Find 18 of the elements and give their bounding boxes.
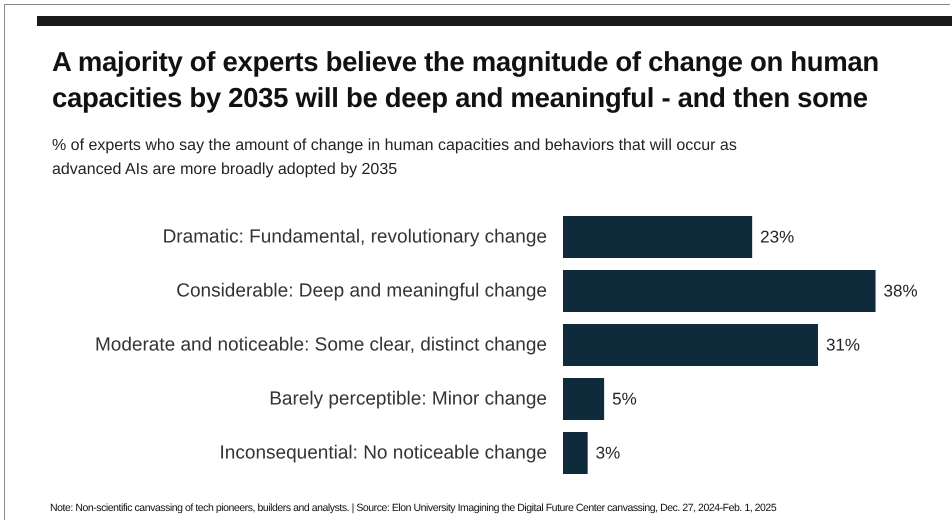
y-tick-label: Considerable: Deep and meaningful change (176, 280, 547, 302)
bar (563, 378, 604, 420)
bar (563, 324, 818, 366)
data-label: 23% (760, 228, 794, 246)
data-label: 5% (612, 390, 637, 408)
data-label: 31% (826, 336, 860, 354)
chart-title: A majority of experts believe the magnitude of change on human capacities by 2035 will be deep and meaningful - and then some (52, 45, 880, 115)
text: % of experts who say the amount of change in human capacities and behaviors that will occur as advanced AIs are more broadly adopted by 2035 (52, 136, 738, 180)
data-label: 3% (596, 444, 620, 462)
data-label: 38% (884, 282, 918, 300)
bar (563, 432, 588, 474)
bar (563, 270, 876, 312)
bar (563, 216, 752, 258)
text: Note: Non-scientific canvassing of tech pioneers, builders and analysts. | Source: Elon University Imagining the Digital Future Center canvassing, Dec. 27, 2024-Feb. 1, 2025 (50, 502, 776, 514)
y-tick-label: Dramatic: Fundamental, revolutionary change (162, 226, 547, 248)
y-tick-label: Barely perceptible: Minor change (269, 388, 547, 410)
y-tick-label: Inconsequential: No noticeable change (220, 442, 547, 464)
y-tick-label: Moderate and noticeable: Some clear, distinct change (94, 334, 547, 356)
